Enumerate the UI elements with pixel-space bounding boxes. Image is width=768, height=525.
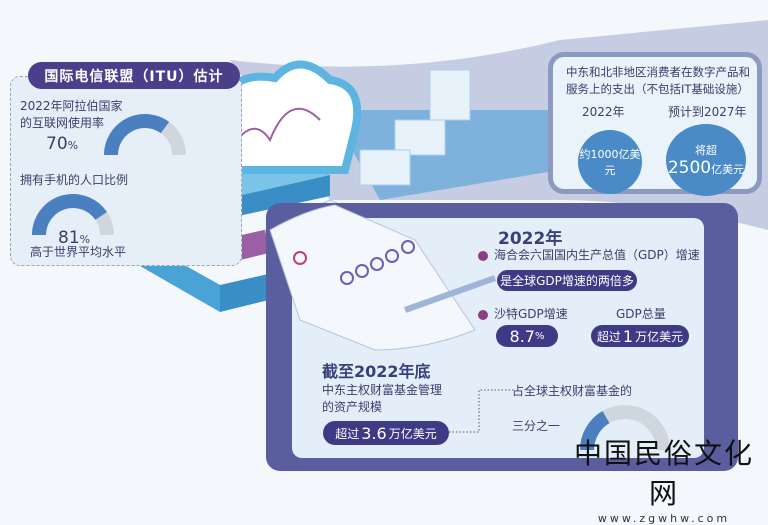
mobile-ownership-label: 拥有手机的人口比例 bbox=[20, 173, 129, 187]
itu-section bbox=[10, 76, 242, 266]
spending-2027-circle: 将超 2500亿美元 bbox=[666, 124, 746, 196]
year-2022-label: 2022年 bbox=[582, 105, 625, 119]
bullet-icon bbox=[478, 250, 488, 261]
gdp-total-label: GDP总量 bbox=[616, 307, 666, 321]
swf-title: 截至2022年底 bbox=[322, 362, 431, 381]
document-scroll-icon bbox=[269, 204, 497, 351]
value: 70 bbox=[46, 134, 68, 154]
watermark-text: 中国民俗文化网 bbox=[573, 437, 754, 510]
swf-share-value: 三分之一 bbox=[512, 419, 561, 433]
unit: % bbox=[67, 139, 79, 152]
watermark: 中国民俗文化网 www.zgwhw.com bbox=[560, 432, 768, 525]
swf-share-label: 占全球主权财富基金的 bbox=[512, 384, 633, 398]
saudi-gdp-value: 8.7% bbox=[496, 325, 558, 347]
mobile-ownership-value: 81% bbox=[58, 228, 90, 248]
value: 约1000亿美元 bbox=[579, 148, 641, 177]
connector-line bbox=[449, 389, 514, 433]
saudi-gdp-label: 沙特GDP增速 bbox=[478, 306, 568, 323]
gauge-fill bbox=[580, 411, 610, 451]
label-line: 的资产规模 bbox=[322, 400, 383, 414]
title-line: 服务上的支出（不包括IT基础设施） bbox=[566, 82, 749, 96]
unit: 万亿美元 bbox=[635, 329, 684, 344]
value: 81 bbox=[58, 228, 80, 248]
internet-usage-gauge bbox=[104, 114, 186, 156]
unit: 亿美元 bbox=[711, 163, 745, 176]
unit: % bbox=[79, 233, 91, 246]
prefix: 将超 bbox=[695, 144, 717, 157]
prefix: 超过 bbox=[335, 426, 360, 441]
itu-title: 国际电信联盟（ITU）估计 bbox=[28, 62, 240, 89]
mobile-ownership-gauge bbox=[32, 194, 114, 236]
mobile-note: 高于世界平均水平 bbox=[30, 245, 127, 259]
label: 沙特GDP增速 bbox=[494, 307, 568, 321]
title-line: 中东和北非地区消费者在数字产品和 bbox=[566, 65, 750, 79]
year-2027-label: 预计到2027年 bbox=[668, 105, 747, 119]
spending-title: 中东和北非地区消费者在数字产品和 服务上的支出（不包括IT基础设施） bbox=[566, 64, 750, 98]
label: 海合会六国国内生产总值（GDP）增速 bbox=[494, 248, 700, 262]
label-line: 中东主权财富基金管理 bbox=[322, 383, 443, 397]
gauge-fill bbox=[32, 194, 107, 236]
bullet-icon bbox=[478, 309, 488, 320]
swf-value: 超过 3.6 万亿美元 bbox=[323, 421, 449, 445]
gdp-year: 2022年 bbox=[498, 229, 563, 249]
gdp-total-value: 超过 1 万亿美元 bbox=[591, 325, 689, 347]
unit: 万亿美元 bbox=[388, 426, 437, 441]
watermark-url: www.zgwhw.com bbox=[597, 512, 731, 525]
value: 1 bbox=[622, 326, 634, 346]
internet-usage-label: 2022年阿拉伯国家 的互联网使用率 bbox=[20, 98, 123, 132]
spending-2022-circle: 约1000亿美元 bbox=[578, 130, 642, 194]
value: 3.6 bbox=[361, 423, 387, 443]
label-line: 2022年阿拉伯国家 bbox=[20, 99, 123, 113]
swf-share-donut bbox=[580, 405, 670, 451]
unit: % bbox=[534, 330, 545, 342]
label-line: 的互联网使用率 bbox=[20, 116, 105, 130]
value: 8.7 bbox=[509, 326, 535, 346]
value: 2500 bbox=[667, 158, 712, 178]
swf-label: 中东主权财富基金管理 的资产规模 bbox=[322, 382, 442, 416]
cubes-icon bbox=[359, 69, 471, 186]
internet-usage-value: 70% bbox=[46, 134, 78, 154]
gcc-gdp-label: 海合会六国国内生产总值（GDP）增速 bbox=[478, 247, 700, 264]
gauge-fill bbox=[104, 114, 170, 156]
prefix: 超过 bbox=[596, 329, 621, 344]
gcc-gdp-value: 是全球GDP增速的两倍多 bbox=[497, 270, 637, 291]
